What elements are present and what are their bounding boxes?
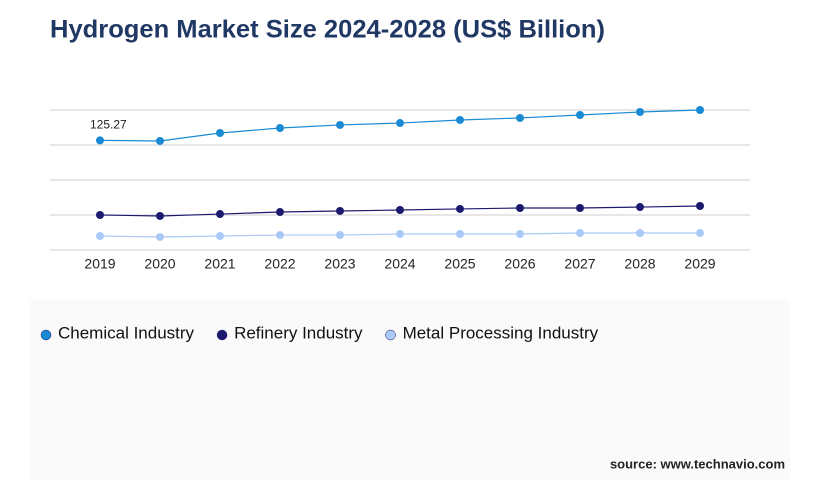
x-tick-label: 2024 (384, 256, 415, 272)
x-tick-label: 2023 (324, 256, 355, 272)
legend-marker (216, 329, 228, 341)
x-tick-label: 2019 (84, 256, 115, 272)
data-point (156, 136, 164, 145)
legend-marker (385, 329, 396, 341)
data-point (576, 204, 584, 212)
panel (30, 300, 790, 480)
data-label: 125.27 (90, 118, 127, 132)
data-point (396, 119, 404, 128)
x-tick-label: 2020 (144, 256, 175, 272)
data-point (336, 120, 344, 129)
data-point (216, 232, 224, 240)
x-tick-label: 2027 (564, 256, 595, 272)
data-point (456, 204, 464, 213)
x-tick-label: 2026 (504, 256, 535, 272)
data-point (636, 203, 644, 212)
data-point (576, 110, 584, 119)
data-point (396, 206, 404, 215)
source: source: www.technavio.com (610, 456, 785, 471)
x-tick-label: 2021 (204, 256, 235, 272)
data-point (516, 204, 524, 212)
data-point (96, 136, 104, 145)
data-point (276, 208, 284, 217)
x-tick-label: 2028 (624, 256, 655, 272)
data-point (396, 229, 404, 238)
data-point (216, 129, 224, 138)
data-point (276, 124, 284, 133)
data-point (516, 113, 524, 122)
data-point (156, 232, 164, 241)
data-point (156, 211, 164, 220)
data-point (696, 201, 704, 210)
data-point (456, 115, 464, 124)
legend-marker (40, 329, 52, 341)
x-tick-label: 2022 (264, 256, 295, 272)
legend-label: Metal Processing Industry (403, 323, 599, 342)
data-point (216, 210, 224, 219)
data-point (636, 108, 644, 117)
x-tick-label: 2025 (444, 256, 475, 272)
chart-title: Hydrogen Market Size 2024-2028 (US$ Bill… (50, 16, 605, 44)
data-point (276, 231, 284, 240)
data-point (576, 229, 584, 238)
data-point (96, 232, 104, 240)
data-point (696, 106, 704, 114)
data-point (336, 231, 344, 240)
data-point (516, 229, 524, 238)
data-point (456, 229, 464, 238)
legend-label: Refinery Industry (234, 323, 363, 342)
legend-label: Chemical Industry (58, 323, 195, 342)
data-point (336, 206, 344, 215)
data-point (636, 229, 644, 238)
x-tick-label: 2029 (684, 256, 715, 272)
data-point (96, 211, 104, 219)
data-point (696, 229, 704, 238)
